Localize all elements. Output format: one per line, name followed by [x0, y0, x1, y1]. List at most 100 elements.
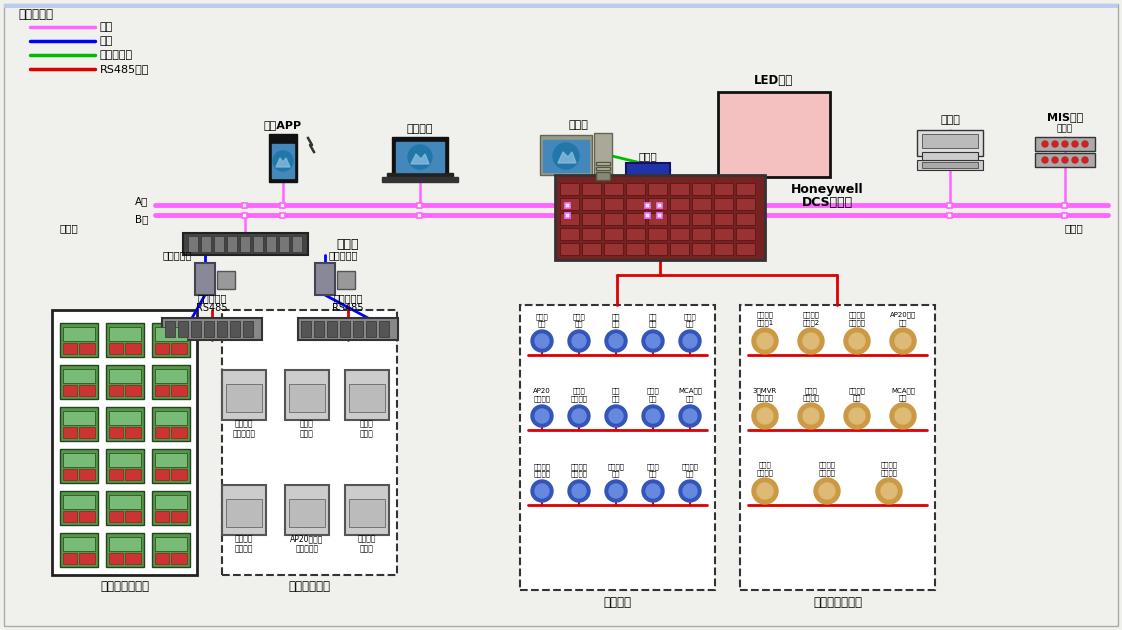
Circle shape [1042, 157, 1048, 163]
Text: 冷冻机
控制柜: 冷冻机 控制柜 [360, 420, 374, 438]
Bar [560, 213, 579, 225]
Bar [626, 213, 645, 225]
Text: 中试车网
仪表: 中试车网 仪表 [681, 463, 699, 477]
Text: 厂区水表: 厂区水表 [604, 595, 632, 609]
Bar [109, 553, 123, 564]
Bar [63, 385, 77, 396]
Bar [266, 236, 276, 252]
Bar [289, 499, 325, 527]
Bar [63, 411, 95, 425]
Bar [604, 243, 623, 255]
Bar [582, 213, 601, 225]
Bar [543, 140, 589, 172]
Text: MCA车网
仪表: MCA车网 仪表 [891, 387, 916, 401]
Bar [565, 212, 570, 217]
Bar [657, 212, 662, 217]
Text: RS485: RS485 [196, 303, 228, 313]
Text: 转光纤模块: 转光纤模块 [197, 293, 227, 303]
Bar [582, 198, 601, 210]
Bar [604, 183, 623, 195]
Bar [337, 271, 355, 289]
Circle shape [813, 478, 840, 504]
Circle shape [572, 409, 586, 423]
Circle shape [798, 328, 824, 354]
Bar [269, 134, 297, 182]
Text: MIS系统: MIS系统 [1047, 112, 1083, 122]
Circle shape [798, 403, 824, 429]
Bar [105, 449, 144, 483]
Bar [178, 321, 188, 337]
Bar [59, 323, 98, 357]
Bar [670, 183, 689, 195]
Bar [387, 173, 453, 178]
Circle shape [1052, 157, 1058, 163]
Circle shape [1082, 157, 1088, 163]
Bar [344, 485, 389, 535]
Bar [604, 198, 623, 210]
Circle shape [679, 330, 701, 352]
Text: 英缘特
车网仪表: 英缘特 车网仪表 [802, 387, 819, 401]
Bar [217, 271, 234, 289]
Polygon shape [276, 158, 289, 167]
Bar [645, 202, 651, 207]
Bar [59, 365, 98, 399]
Bar [240, 236, 250, 252]
Bar [79, 511, 95, 522]
Polygon shape [411, 154, 429, 164]
Bar [649, 198, 666, 210]
Bar [105, 365, 144, 399]
Circle shape [819, 483, 835, 499]
Text: 消防水
仪表: 消防水 仪表 [646, 463, 660, 477]
Bar [171, 385, 187, 396]
Text: 手机APP: 手机APP [264, 120, 302, 130]
Bar [155, 553, 169, 564]
Circle shape [568, 405, 590, 427]
Bar [155, 511, 169, 522]
Bar [714, 198, 733, 210]
Bar [582, 183, 601, 195]
Text: 移动终端: 移动终端 [407, 124, 433, 134]
Bar [272, 144, 294, 178]
Circle shape [849, 408, 865, 424]
Circle shape [535, 409, 549, 423]
Bar [692, 183, 711, 195]
Bar [63, 343, 77, 354]
Text: 高清视频线: 高清视频线 [100, 50, 134, 60]
Bar [155, 453, 187, 467]
Text: 电压机组
电室控制柜: 电压机组 电室控制柜 [232, 420, 256, 438]
Bar [109, 495, 141, 509]
Bar [649, 183, 666, 195]
Bar [125, 469, 141, 480]
Bar [195, 263, 215, 295]
Text: AP20车网
仪表: AP20车网 仪表 [890, 312, 917, 326]
Bar [109, 511, 123, 522]
Circle shape [683, 334, 697, 348]
Bar [917, 160, 983, 170]
Text: 西厨用
仪表: 西厨用 仪表 [646, 388, 660, 402]
Bar [582, 228, 601, 240]
Circle shape [679, 480, 701, 502]
Circle shape [752, 328, 778, 354]
Text: AP20车网配
电室控制柜: AP20车网配 电室控制柜 [291, 534, 323, 554]
Bar [151, 323, 190, 357]
Circle shape [1063, 157, 1068, 163]
Text: 变循搭工
艺水仪表: 变循搭工 艺水仪表 [533, 463, 551, 477]
Circle shape [609, 334, 623, 348]
Bar [109, 369, 141, 383]
Bar [1063, 202, 1067, 207]
Circle shape [531, 330, 553, 352]
Bar [63, 511, 77, 522]
Bar [649, 213, 666, 225]
Text: 其他区域电表: 其他区域电表 [288, 580, 331, 593]
Bar [626, 198, 645, 210]
Bar [315, 263, 335, 295]
Bar [349, 384, 385, 412]
Bar [79, 427, 95, 438]
Circle shape [1042, 141, 1048, 147]
Text: 浴室
仪表: 浴室 仪表 [611, 388, 620, 402]
Bar [191, 321, 201, 337]
Bar [109, 537, 141, 551]
Bar [353, 321, 364, 337]
Circle shape [273, 151, 293, 171]
Bar [349, 499, 385, 527]
